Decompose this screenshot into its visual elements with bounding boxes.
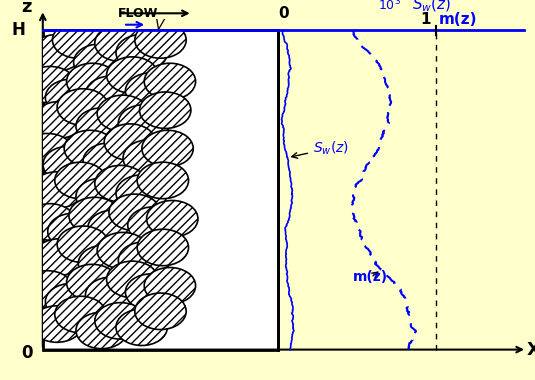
Circle shape [137, 162, 188, 199]
Text: 1: 1 [420, 12, 431, 27]
Text: 0: 0 [278, 6, 289, 21]
Circle shape [135, 22, 186, 58]
Text: X: X [527, 340, 535, 359]
Circle shape [74, 44, 125, 81]
Circle shape [116, 175, 167, 211]
Circle shape [24, 66, 75, 103]
Circle shape [125, 73, 177, 109]
Circle shape [95, 302, 146, 339]
Circle shape [78, 245, 129, 282]
Circle shape [57, 226, 109, 263]
Circle shape [45, 283, 97, 320]
Circle shape [118, 242, 170, 279]
Circle shape [95, 165, 146, 202]
Circle shape [31, 35, 82, 71]
Circle shape [118, 105, 170, 141]
Circle shape [86, 76, 137, 112]
Circle shape [64, 130, 116, 167]
Circle shape [147, 201, 198, 237]
Circle shape [128, 207, 179, 243]
Bar [43, 30, 278, 350]
Circle shape [97, 95, 149, 131]
Circle shape [43, 146, 94, 183]
Circle shape [109, 194, 160, 231]
Text: m(z): m(z) [353, 271, 388, 284]
Text: 0: 0 [21, 344, 33, 363]
Circle shape [116, 309, 167, 345]
Circle shape [116, 35, 167, 71]
Circle shape [86, 277, 137, 314]
Circle shape [97, 233, 149, 269]
Circle shape [144, 63, 196, 100]
Text: m(z): m(z) [439, 12, 477, 27]
Circle shape [137, 229, 188, 266]
Circle shape [66, 63, 118, 100]
Text: z: z [21, 0, 32, 16]
Text: $10^3$: $10^3$ [378, 0, 401, 13]
Text: H: H [12, 21, 26, 40]
Text: FLOW: FLOW [118, 7, 158, 20]
Circle shape [144, 268, 196, 304]
Circle shape [140, 92, 191, 128]
Circle shape [106, 261, 158, 298]
Circle shape [34, 239, 85, 275]
Circle shape [142, 130, 193, 167]
Circle shape [135, 293, 186, 329]
Circle shape [57, 89, 109, 125]
Text: $S_w(z)$: $S_w(z)$ [292, 139, 349, 158]
Circle shape [31, 172, 82, 208]
Circle shape [34, 101, 85, 138]
Circle shape [76, 108, 127, 144]
Circle shape [104, 124, 156, 160]
Circle shape [66, 264, 118, 301]
Text: V: V [155, 18, 165, 32]
Circle shape [83, 143, 134, 179]
Circle shape [125, 274, 177, 310]
Circle shape [69, 197, 120, 234]
Circle shape [123, 140, 174, 176]
Circle shape [76, 312, 127, 349]
Circle shape [52, 22, 104, 58]
Circle shape [48, 213, 99, 250]
Circle shape [106, 57, 158, 93]
Circle shape [55, 296, 106, 333]
Circle shape [45, 79, 97, 116]
Circle shape [88, 210, 139, 247]
Circle shape [76, 178, 127, 215]
Circle shape [55, 162, 106, 199]
Circle shape [24, 204, 75, 240]
Circle shape [22, 133, 73, 170]
Circle shape [31, 306, 82, 342]
Circle shape [22, 271, 73, 307]
Circle shape [95, 25, 146, 62]
Text: $S_w(z)$: $S_w(z)$ [412, 0, 452, 14]
Bar [43, 30, 278, 350]
